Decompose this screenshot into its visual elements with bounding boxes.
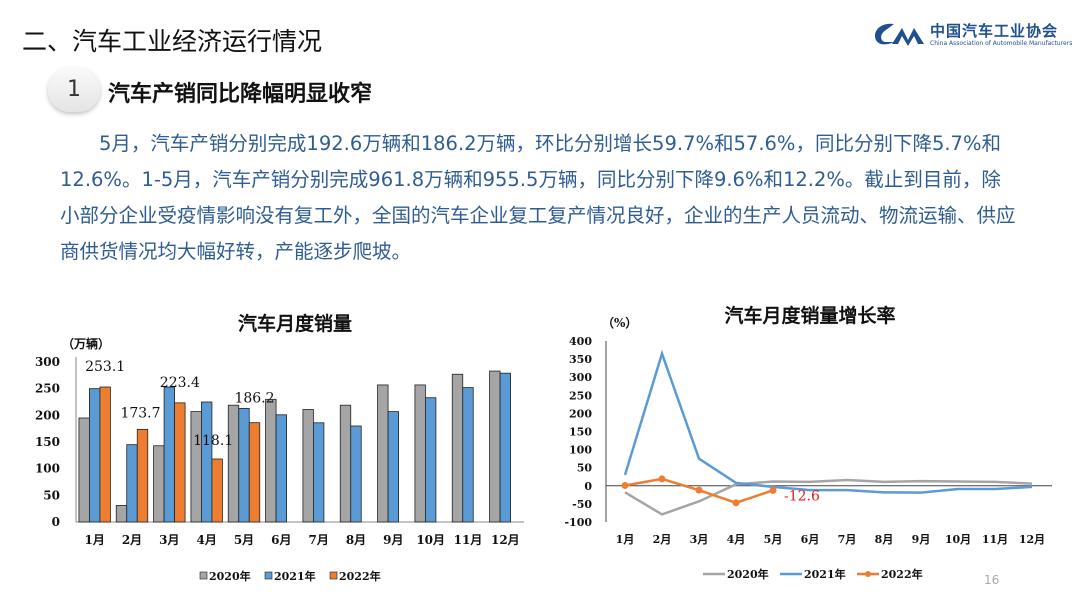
legend-label: 2020年 [727, 567, 769, 581]
cam-logo-icon [872, 20, 928, 54]
x-tick-label: 1月 [616, 533, 635, 546]
y-tick-label: 150 [569, 426, 592, 439]
bar-2021年 [387, 411, 399, 523]
y-tick-label: 300 [569, 371, 592, 384]
legend-label: 2021年 [804, 567, 846, 581]
x-tick-label: 6月 [271, 533, 291, 547]
y-tick-label: -100 [564, 516, 592, 529]
x-tick-label: 3月 [690, 533, 709, 546]
bar-2021年 [499, 372, 511, 523]
legend-marker [865, 571, 871, 577]
x-tick-label: 9月 [912, 533, 931, 546]
bar-2022年 [99, 386, 111, 523]
x-tick-label: 12月 [491, 533, 520, 547]
y-tick-label: 400 [569, 335, 592, 348]
bar-2021年 [425, 397, 437, 523]
x-tick-label: 11月 [454, 533, 483, 547]
x-tick-label: 4月 [196, 533, 216, 547]
logo-name-cn: 中国汽车工业协会 [930, 22, 1059, 40]
x-tick-label: 2月 [653, 533, 672, 546]
y-tick-label: 100 [35, 462, 60, 476]
y-tick-label: 50 [43, 488, 60, 502]
marker-2022年 [732, 499, 740, 507]
legend-label: 2022年 [881, 567, 923, 581]
summary-paragraph: 5月，汽车产销分别完成192.6万辆和186.2万辆，环比分别增长59.7%和5… [60, 132, 1016, 263]
y-tick-label: 250 [569, 389, 592, 402]
bar-2021年 [462, 387, 474, 523]
x-tick-label: 6月 [801, 533, 820, 546]
marker-2022年 [695, 486, 703, 494]
bar-2022年 [248, 422, 261, 523]
y-tick-label: 0 [584, 480, 592, 493]
y-tick-label: 250 [35, 382, 60, 396]
legend-label: 2020年 [209, 569, 251, 583]
legend-swatch [199, 571, 208, 580]
line-2020年 [624, 478, 1033, 516]
x-tick-label: 3月 [159, 533, 179, 547]
bar-chart-y-unit: （万辆） [62, 336, 110, 351]
marker-2022年 [658, 475, 666, 483]
marker-2022年 [621, 481, 629, 489]
slide-title: 二、汽车工业经济运行情况 [22, 27, 323, 56]
x-tick-label: 4月 [727, 533, 746, 546]
x-tick-label: 8月 [346, 533, 366, 547]
logo-name-en: China Association of Automobile Manufact… [930, 40, 1073, 47]
y-tick-label: 50 [577, 462, 593, 475]
y-tick-label: -50 [572, 498, 592, 511]
bar-chart-title: 汽车月度销量 [238, 312, 352, 335]
bar-2021年 [313, 422, 325, 523]
y-tick-label: 150 [35, 435, 60, 449]
x-tick-label: 7月 [308, 533, 328, 547]
page-number: 16 [984, 573, 1000, 587]
x-tick-label: 11月 [982, 533, 1008, 546]
y-tick-label: 200 [35, 408, 60, 422]
bar-2022年 [136, 428, 149, 523]
y-tick-label: 0 [52, 515, 60, 529]
x-tick-label: 7月 [838, 533, 857, 546]
x-tick-label: 12月 [1019, 533, 1045, 546]
y-tick-label: 350 [569, 353, 592, 366]
data-label: -12.6 [784, 488, 820, 504]
bar-2022年 [211, 458, 223, 523]
data-label: 223.4 [160, 375, 200, 391]
x-tick-label: 2月 [122, 533, 142, 547]
line-2021年 [623, 349, 1033, 494]
bar-2021年 [275, 414, 287, 523]
x-tick-label: 9月 [383, 533, 403, 547]
x-tick-label: 10月 [416, 533, 445, 547]
section-subtitle: 汽车产销同比降幅明显收窄 [108, 82, 373, 107]
line-chart-y-unit: （%） [602, 315, 637, 330]
line-chart-title: 汽车月度销量增长率 [724, 304, 895, 327]
legend-swatch [329, 571, 338, 580]
x-tick-label: 8月 [875, 533, 894, 546]
bar-2021年 [350, 425, 362, 523]
x-tick-label: 10月 [945, 533, 971, 546]
marker-2022年 [769, 486, 777, 494]
bar-2022年 [174, 402, 186, 523]
legend-label: 2021年 [274, 569, 316, 583]
y-tick-label: 300 [35, 355, 60, 369]
legend-swatch [264, 571, 273, 580]
data-label: 253.1 [85, 359, 125, 375]
data-label: 186.2 [234, 391, 274, 407]
x-tick-label: 5月 [764, 533, 783, 546]
data-label: 118.1 [193, 433, 233, 449]
x-tick-label: 5月 [234, 533, 254, 547]
y-tick-label: 100 [569, 444, 592, 457]
data-label: 173.7 [120, 405, 160, 421]
y-tick-label: 200 [569, 407, 592, 420]
section-number-badge: 1 [48, 68, 100, 112]
x-tick-label: 1月 [84, 533, 104, 547]
legend-label: 2022年 [339, 569, 381, 583]
